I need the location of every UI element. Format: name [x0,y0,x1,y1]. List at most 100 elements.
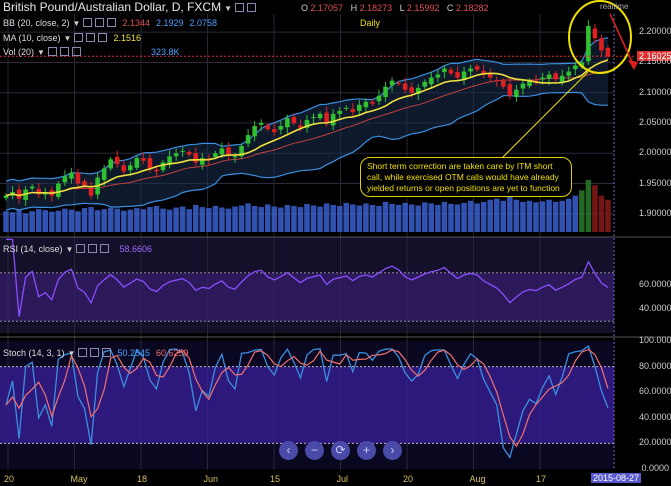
candle-body [29,186,35,189]
volume-bar [356,205,363,232]
candle-body [324,112,329,123]
ma-line [5,59,609,197]
volume-bar [94,210,101,232]
volume-bar [206,208,212,232]
candle-body [396,83,401,85]
volume-bar [114,208,120,232]
candle-body [474,66,480,70]
price-axis-tick: 1.90000 [639,207,671,218]
chevron-down-icon[interactable]: ▼ [224,4,233,13]
alert-icon[interactable] [247,3,257,12]
chevron-down-icon[interactable]: ▼ [65,245,74,254]
vol-value: 323.8K [150,47,180,57]
volume-bar [461,202,467,232]
volume-bar [343,202,350,232]
candle-body [167,156,172,165]
settings-icon[interactable] [86,33,96,42]
stoch-band-area [0,366,614,444]
volume-bar [454,204,461,232]
stoch-d-value: 60.6259 [156,348,189,358]
highlight-ellipse [568,0,632,74]
candle-body [200,158,205,165]
eye-icon[interactable] [74,33,84,42]
volume-bar [487,199,493,232]
volume-bar [166,209,173,232]
close-icon[interactable] [98,33,108,42]
settings-icon[interactable] [90,348,100,357]
candle-body [69,172,74,179]
eye-icon[interactable] [76,244,86,253]
volume-bar [278,207,284,232]
bb-legend[interactable]: BB (20, close, 2) ▼ 2.1344 2.1929 2.0758 [3,18,218,28]
overlays [0,0,671,470]
volume-bar [225,208,232,232]
stoch-legend[interactable]: Stoch (14, 3, 1) ▼ 50.2545 60.6259 [3,348,189,358]
volume-bar [238,205,245,232]
candle-body [134,158,140,168]
candle-body [527,80,532,87]
scroll-left-button[interactable]: ‹ [279,441,298,460]
settings-icon[interactable] [95,18,105,27]
candle-body [429,77,434,85]
eye-icon[interactable] [83,18,93,27]
ma-value: 2.1516 [113,33,141,43]
volume-bar [598,195,605,232]
candle-body [448,69,454,74]
time-axis-tick: Aug [469,474,486,484]
candle-body [291,116,297,123]
volume-bar [107,207,114,232]
stoch-d-line [5,348,609,448]
volume-bar [101,209,107,232]
volume-bar [193,204,199,232]
rsi-legend[interactable]: RSI (14, close) ▼ 58.6606 [3,244,152,254]
chevron-down-icon[interactable]: ▼ [72,19,81,28]
candle-body [383,86,388,97]
candle-body [363,101,369,108]
settings-icon[interactable] [59,47,69,56]
candle-body [514,89,519,97]
volume-bar [22,213,29,232]
close-icon[interactable] [100,244,110,253]
chevron-down-icon[interactable]: ▼ [63,34,72,43]
reset-button[interactable]: ⟳ [331,441,350,460]
zoom-out-button[interactable]: − [305,441,324,460]
rsi-panel [0,238,614,322]
volume-bar [284,204,291,232]
volume-bar [35,209,42,232]
chart-title[interactable]: British Pound/Australian Dollar, D, FXCM… [3,0,257,14]
candle-body [487,73,493,78]
chevron-down-icon[interactable]: ▼ [67,349,76,358]
candle-body [494,80,500,82]
candle-body [461,71,467,81]
eye-icon[interactable] [47,47,57,56]
candle-body [389,80,395,86]
candle-body [343,107,349,109]
vol-legend[interactable]: Vol (20) ▼ 323.8K [3,47,180,57]
settings-icon[interactable] [235,3,245,12]
close-icon[interactable] [107,18,117,27]
volume-bar [533,202,539,232]
candle-body [507,84,513,96]
volume-bar [62,208,68,232]
candle-body [239,146,244,157]
moving-average-line [5,59,609,197]
close-icon[interactable] [71,47,81,56]
eye-icon[interactable] [78,348,88,357]
chevron-down-icon[interactable]: ▼ [37,48,45,57]
ma-legend[interactable]: MA (10, close) ▼ 2.1516 [3,33,141,43]
candle-body [442,68,447,73]
ohlc-readout: O 2.17057 H 2.18273 L 2.15992 C 2.18282 [296,3,488,13]
stoch-axis-tick: 100.0000 [639,335,671,345]
candle-body [546,74,552,79]
zoom-in-button[interactable]: + [357,441,376,460]
close-icon[interactable] [102,348,112,357]
candle-body [180,150,185,152]
volume-bar [474,203,480,232]
volume-bar [579,190,585,232]
scroll-right-button[interactable]: › [383,441,402,460]
volume-bar [160,208,166,232]
low-label: L [399,3,405,13]
candle-body [278,126,284,130]
volume-bar [186,209,192,232]
settings-icon[interactable] [88,244,98,253]
